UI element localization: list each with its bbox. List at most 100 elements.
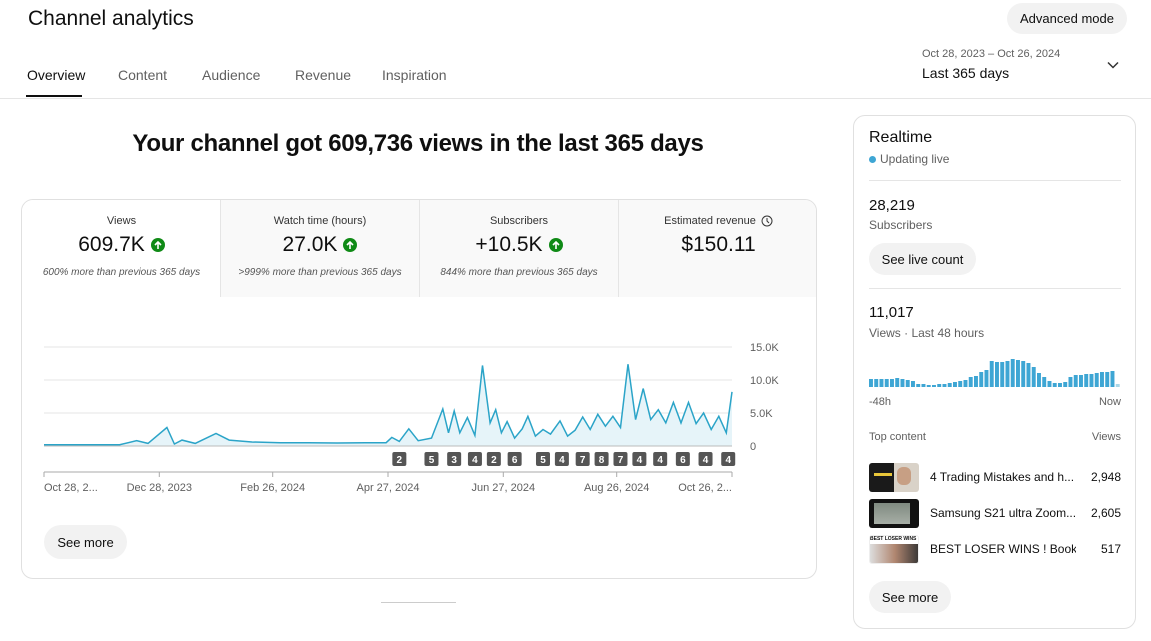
realtime-bar[interactable]	[1026, 363, 1031, 387]
tab-audience[interactable]: Audience	[202, 67, 261, 83]
metric-revenue[interactable]: Estimated revenue $150.11	[618, 200, 816, 297]
realtime-bar[interactable]	[1052, 383, 1057, 387]
realtime-bar[interactable]	[1094, 373, 1099, 387]
realtime-bar[interactable]	[932, 385, 936, 387]
y-tick-label: 10.0K	[750, 375, 779, 387]
realtime-bar[interactable]	[1000, 362, 1005, 387]
video-marker	[447, 452, 462, 466]
date-range-dates[interactable]: Oct 28, 2023 – Oct 26, 2024	[922, 48, 1061, 60]
see-more-button[interactable]: See more	[44, 525, 127, 559]
top-content-item[interactable]: BEST LOSER WINS BEST LOSER WINS ! Book .…	[869, 534, 1121, 564]
x-tick-label: Aug 26, 2024	[584, 482, 649, 494]
realtime-bar[interactable]	[979, 372, 984, 387]
realtime-bar[interactable]	[953, 382, 957, 387]
realtime-bar[interactable]	[995, 362, 999, 387]
realtime-bar[interactable]	[895, 378, 900, 387]
realtime-bar[interactable]	[911, 381, 915, 387]
video-thumbnail: BEST LOSER WINS	[869, 534, 919, 564]
tab-inspiration[interactable]: Inspiration	[382, 67, 447, 83]
metric-label: Subscribers	[489, 215, 549, 227]
realtime-bar[interactable]	[984, 370, 989, 387]
video-marker	[613, 452, 628, 466]
realtime-bar[interactable]	[1010, 359, 1015, 387]
realtime-bar[interactable]	[879, 379, 884, 387]
realtime-bar[interactable]	[1068, 377, 1073, 387]
realtime-bar[interactable]	[1063, 382, 1068, 387]
video-marker-count: 2	[491, 455, 497, 466]
video-marker-count: 4	[637, 455, 643, 466]
video-marker-count: 6	[512, 455, 518, 466]
realtime-bar[interactable]	[884, 379, 889, 387]
tab-content[interactable]: Content	[118, 67, 168, 83]
tab-overview[interactable]: Overview	[27, 67, 86, 83]
realtime-bar[interactable]	[1115, 384, 1120, 387]
x-tick-label: Feb 26, 2024	[240, 482, 305, 494]
realtime-bar[interactable]	[1089, 374, 1094, 387]
x-tick-label: Oct 28, 2...	[44, 482, 98, 494]
x-tick-label: Oct 26, 2...	[678, 482, 732, 494]
video-marker	[721, 452, 736, 466]
views-line	[43, 364, 733, 446]
date-range-selector[interactable]: Last 365 days	[922, 65, 1010, 81]
video-title: BEST LOSER WINS ! Book ...	[930, 542, 1076, 556]
realtime-see-more-button[interactable]: See more	[869, 581, 951, 613]
realtime-bar[interactable]	[942, 384, 947, 387]
realtime-bar[interactable]	[1105, 372, 1110, 387]
views-count: 11,017	[869, 304, 914, 321]
video-marker-count: 2	[397, 455, 403, 466]
realtime-bar[interactable]	[989, 361, 994, 387]
video-marker	[698, 452, 713, 466]
divider	[869, 288, 1121, 289]
see-live-count-button[interactable]: See live count	[869, 243, 976, 275]
realtime-bar[interactable]	[890, 379, 894, 387]
realtime-bar[interactable]	[874, 379, 879, 387]
realtime-bar[interactable]	[921, 384, 926, 387]
tab-revenue[interactable]: Revenue	[295, 67, 352, 83]
realtime-bar[interactable]	[1047, 381, 1052, 387]
metric-watch-time[interactable]: Watch time (hours) 27.0K >999% more than…	[220, 200, 419, 297]
realtime-bar[interactable]	[1016, 360, 1020, 387]
top-content-label: Top content	[869, 431, 926, 443]
headline: Your channel got 609,736 views in the la…	[132, 130, 704, 157]
realtime-bar[interactable]	[1084, 374, 1089, 387]
realtime-bar[interactable]	[1079, 375, 1083, 387]
video-marker	[392, 452, 407, 466]
realtime-bar[interactable]	[1073, 375, 1078, 387]
realtime-bar[interactable]	[1021, 361, 1026, 387]
realtime-bar[interactable]	[947, 383, 952, 387]
realtime-bar[interactable]	[1037, 373, 1041, 387]
advanced-mode-button[interactable]: Advanced mode	[1007, 3, 1127, 34]
top-content-item[interactable]: 4 Trading Mistakes and h... 2,948	[869, 462, 1121, 492]
video-marker	[507, 452, 522, 466]
realtime-bar[interactable]	[869, 379, 873, 387]
realtime-bar[interactable]	[937, 384, 942, 387]
realtime-bar[interactable]	[968, 377, 973, 387]
realtime-bar[interactable]	[1100, 372, 1104, 387]
metric-subscribers[interactable]: Subscribers +10.5K 844% more than previo…	[419, 200, 618, 297]
header-divider	[0, 98, 1151, 99]
top-content-item[interactable]: Samsung S21 ultra Zoom... 2,605	[869, 498, 1121, 528]
video-marker	[675, 452, 690, 466]
clock-icon[interactable]	[761, 215, 773, 227]
realtime-bar[interactable]	[916, 384, 921, 387]
metric-views[interactable]: Views 609.7K 600% more than previous 365…	[22, 200, 221, 297]
realtime-bar[interactable]	[1042, 377, 1047, 387]
realtime-bar[interactable]	[1058, 383, 1062, 387]
realtime-bar[interactable]	[905, 380, 910, 387]
video-marker	[575, 452, 590, 466]
chevron-down-icon[interactable]	[1106, 58, 1120, 72]
views-chart: 0 5.0K 10.0K 15.0K 2 5 3 4 2 6 5 4 7 8 7 4 4 6 4 4 Oct 28, 2…	[43, 342, 779, 494]
y-tick-label: 5.0K	[750, 408, 773, 420]
realtime-bar[interactable]	[926, 385, 931, 387]
realtime-bar[interactable]	[1005, 361, 1010, 387]
video-views: 2,605	[1090, 506, 1121, 520]
realtime-bar[interactable]	[958, 381, 963, 387]
realtime-bar[interactable]	[974, 376, 978, 387]
realtime-bar[interactable]	[963, 380, 968, 387]
realtime-bar[interactable]	[1031, 367, 1036, 387]
divider	[869, 180, 1121, 181]
video-views: 517	[1100, 542, 1121, 556]
realtime-bar[interactable]	[900, 379, 905, 387]
page-title: Channel analytics	[28, 7, 194, 30]
realtime-bar[interactable]	[1110, 371, 1115, 387]
